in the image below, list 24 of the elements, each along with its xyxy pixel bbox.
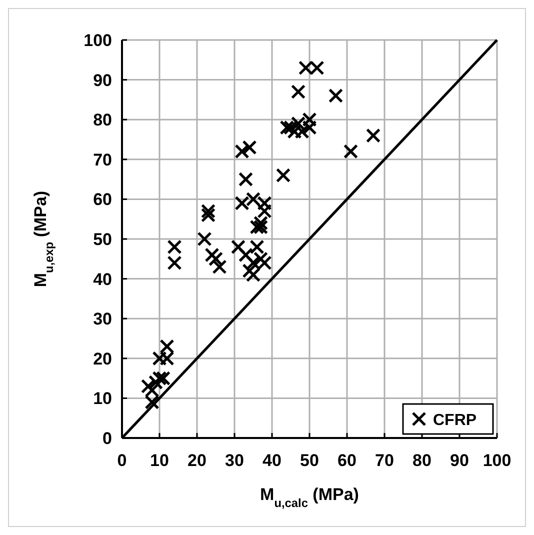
y-tick-label: 70 (93, 150, 112, 170)
y-tick-label: 0 (102, 429, 112, 448)
x-tick-label: 0 (117, 451, 127, 470)
x-tick-label: 20 (188, 451, 206, 470)
y-tick-label: 60 (93, 190, 112, 210)
x-tick-label: 10 (150, 451, 169, 470)
x-tick-label: 40 (262, 451, 282, 470)
y-tick-label: 40 (93, 270, 112, 289)
x-tick-label: 100 (482, 451, 512, 470)
y-tick-label: 50 (93, 230, 112, 249)
y-tick-label: 20 (93, 349, 112, 368)
x-tick-label: 80 (412, 451, 432, 470)
x-tick-label: 30 (225, 451, 244, 470)
y-tick-label: 30 (93, 310, 112, 329)
x-tick-label: 90 (450, 451, 469, 470)
y-tick-label: 100 (84, 31, 112, 50)
y-tick-label: 90 (93, 70, 112, 90)
legend-label: CFRP (433, 412, 477, 429)
x-tick-label: 50 (300, 451, 319, 470)
y-tick-label: 10 (93, 389, 112, 408)
x-tick-label: 70 (375, 451, 394, 470)
y-tick-label: 80 (93, 110, 112, 130)
x-tick-label: 60 (338, 451, 356, 470)
x-axis-title: M$_{u,calc}$ (MPa) (260, 485, 359, 510)
